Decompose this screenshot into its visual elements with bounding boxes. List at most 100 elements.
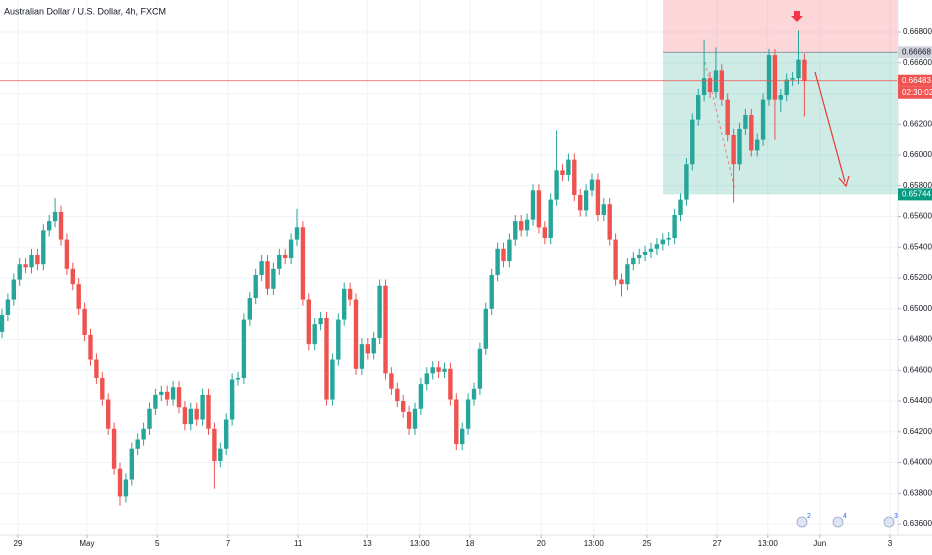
candle-body	[513, 221, 518, 240]
price-tag-label: 0.65744	[902, 189, 931, 198]
candle-body	[318, 318, 323, 325]
candle-body	[253, 274, 258, 299]
x-tick-label: 27	[713, 539, 722, 548]
x-tick-label: May	[79, 539, 94, 548]
candle-body	[389, 373, 394, 389]
grid	[0, 0, 898, 535]
y-tick-label: 0.65400	[903, 242, 932, 251]
arrow-line	[814, 71, 846, 183]
candle-body	[359, 344, 365, 369]
y-tick-label: 0.64200	[903, 427, 932, 436]
candle-body	[117, 468, 123, 497]
x-tick-label: 13	[363, 539, 372, 548]
candle-body	[288, 239, 294, 259]
candle-body	[194, 408, 199, 420]
candle-body	[88, 334, 93, 360]
candle-body	[23, 264, 28, 268]
candle-body	[519, 221, 524, 231]
candle-body	[17, 264, 22, 280]
candle-body	[153, 394, 158, 409]
candle-body	[294, 227, 300, 240]
candle-body	[182, 407, 188, 425]
y-tick-label: 0.65000	[903, 304, 932, 313]
candle-body	[383, 285, 388, 374]
x-tick-label: 18	[465, 539, 474, 548]
candle-body	[666, 238, 671, 240]
candle-body	[35, 254, 40, 265]
y-tick-label: 0.66000	[903, 150, 932, 159]
candle-body	[790, 78, 795, 80]
candle-body	[135, 439, 140, 449]
candle-body	[589, 179, 595, 191]
candle-body	[5, 299, 11, 315]
candle-body	[235, 377, 241, 380]
event-icon[interactable]	[832, 516, 844, 528]
y-tick-label: 0.63600	[903, 519, 932, 528]
candle-body	[129, 448, 134, 480]
candle-body	[229, 379, 235, 420]
chart-title: Australian Dollar / U.S. Dollar, 4h, FXC…	[4, 6, 166, 16]
candle-body	[772, 55, 778, 100]
x-tick-label: 5	[155, 539, 160, 548]
candle-body	[619, 279, 624, 285]
y-tick-label: 0.64400	[903, 396, 932, 405]
candle-body	[696, 95, 701, 120]
candle-body	[578, 194, 583, 211]
candle-body	[342, 288, 347, 320]
candle-body	[507, 239, 512, 262]
candle-body	[524, 219, 530, 231]
candle-body	[259, 261, 264, 275]
stop-zone[interactable]	[663, 0, 898, 53]
candle-body	[123, 479, 129, 497]
candle-body	[737, 128, 742, 165]
event-icon[interactable]	[883, 516, 895, 528]
candle-body	[436, 367, 441, 372]
candle-body	[371, 338, 376, 354]
x-tick-label: 13:00	[584, 539, 605, 548]
y-tick-label: 0.65200	[903, 273, 932, 282]
candle-body	[365, 344, 370, 354]
candle-body	[625, 264, 630, 285]
candle-body	[690, 119, 695, 165]
candle-body	[330, 359, 335, 400]
y-tick-label: 0.65600	[903, 212, 932, 221]
candle-body	[607, 204, 612, 240]
candle-body	[778, 95, 783, 100]
x-tick-label: 13:00	[758, 539, 779, 548]
countdown: 02:30:02	[902, 88, 932, 97]
candle-body	[377, 285, 382, 339]
candle-body	[749, 115, 754, 151]
candles	[0, 30, 898, 506]
candle-body	[637, 254, 642, 259]
event-count: 4	[843, 513, 847, 520]
candle-body	[283, 254, 288, 259]
candle-body	[353, 299, 359, 369]
candle-body	[542, 227, 547, 239]
candle-body	[601, 204, 606, 215]
target-zone[interactable]	[663, 52, 898, 195]
x-tick-label: 3	[888, 539, 893, 548]
candle-body	[176, 387, 182, 408]
candle-body	[29, 254, 34, 268]
candle-body	[731, 135, 736, 165]
candle-body	[100, 377, 105, 400]
x-tick-label: 20	[537, 539, 546, 548]
candle-body	[241, 319, 247, 378]
y-tick-label: 0.64800	[903, 335, 932, 344]
candle-body	[743, 115, 748, 129]
candle-body	[52, 211, 58, 222]
candle-body	[701, 78, 707, 96]
candle-body	[660, 239, 665, 245]
candle-body	[0, 314, 5, 332]
axes: 0.63600 0.63800 0.64000 0.64200 0.64400 0.646…	[13, 27, 932, 548]
candle-body	[64, 239, 70, 269]
event-icon[interactable]	[796, 516, 808, 528]
arrow-head	[838, 175, 850, 188]
position-tool[interactable]	[663, 0, 898, 195]
candle-body	[642, 251, 648, 255]
candle-body	[648, 248, 654, 252]
candle-body	[347, 288, 353, 300]
candle-body	[76, 284, 81, 309]
dashed-trend	[704, 61, 736, 191]
x-tick-label: 29	[13, 539, 22, 548]
